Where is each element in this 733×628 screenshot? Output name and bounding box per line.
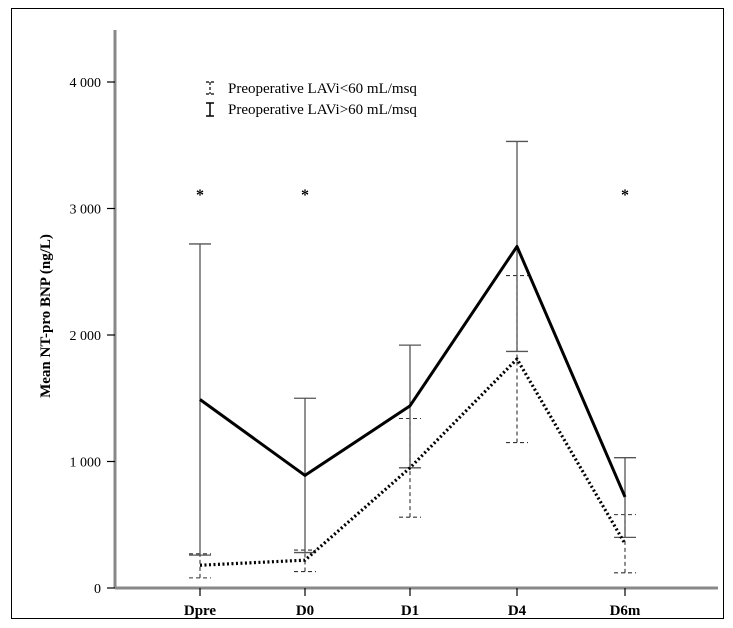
legend-label-1: Preoperative LAVi<60 mL/msq <box>228 81 417 97</box>
series-line-1 <box>199 357 627 567</box>
y-tick-label: 0 <box>94 582 101 597</box>
x-tick-label: Dpre <box>184 603 217 619</box>
y-tick-label: 2 000 <box>70 329 102 344</box>
x-tick-label: D4 <box>508 603 527 619</box>
legend-label-2: Preoperative LAVi>60 mL/msq <box>228 102 417 118</box>
y-ticks: 0 1 000 2 000 3 000 4 000 <box>70 76 115 597</box>
significance-star: * <box>301 187 309 204</box>
significance-star: * <box>196 187 204 204</box>
series-line-2 <box>199 244 627 498</box>
legend-item-2: Preoperative LAVi>60 mL/msq <box>206 102 417 118</box>
y-tick-label: 4 000 <box>70 76 102 91</box>
legend: Preoperative LAVi<60 mL/msq Preoperative… <box>206 81 417 118</box>
x-tick-label: D0 <box>296 603 314 619</box>
significance-markers: * * * <box>196 187 629 204</box>
x-ticks: Dpre D0 D1 D4 D6m <box>184 588 641 619</box>
y-tick-label: 1 000 <box>70 456 102 471</box>
x-tick-label: D1 <box>401 603 419 619</box>
axes <box>113 30 718 590</box>
legend-item-1: Preoperative LAVi<60 mL/msq <box>206 81 417 97</box>
x-tick-label: D6m <box>610 603 641 619</box>
chart-frame <box>11 8 724 619</box>
series-lines <box>199 244 627 567</box>
error-bars <box>189 140 636 579</box>
y-axis-label: Mean NT-pro BNP (ng/L) <box>38 234 54 398</box>
significance-star: * <box>621 187 629 204</box>
y-tick-label: 3 000 <box>70 203 102 218</box>
